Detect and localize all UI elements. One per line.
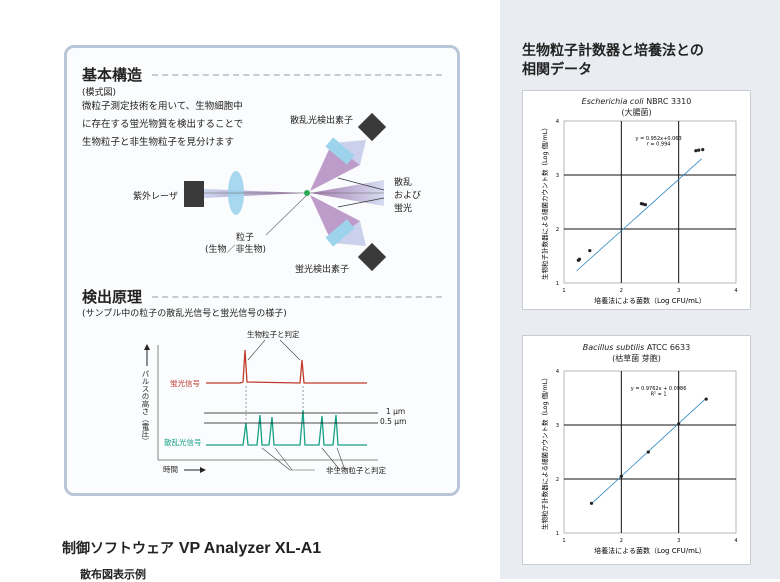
chart-title-italic: Escherichia coli [581, 97, 644, 106]
chart-subtitle: (枯草菌 芽胞) [612, 354, 661, 363]
label-particle-sub: (生物／非生物) [205, 245, 267, 255]
x-tick-label: 3 [677, 288, 680, 294]
lens [325, 219, 355, 247]
label-laser: 紫外レーザ [133, 192, 178, 202]
chart-title-rest: ATCC 6633 [644, 343, 691, 352]
x-axis-label: 時間 [163, 465, 178, 474]
right-title-line2: 相関データ [522, 62, 592, 78]
data-point [704, 397, 708, 401]
data-point [588, 249, 592, 253]
label-and: および [394, 191, 422, 201]
label-bio-judgement: 生物粒子と判定 [247, 330, 300, 339]
y-tick-label: 2 [556, 477, 559, 483]
data-point [646, 450, 650, 454]
section-title-structure: 基本構造 [82, 66, 143, 84]
section-subtitle: (模式図) [82, 88, 117, 98]
label-fluor-detector: 蛍光検出素子 [295, 265, 350, 275]
section-subtitle: (サンプル中の粒子の散乱光信号と蛍光信号の様子) [82, 309, 287, 319]
y-tick-label: 4 [556, 119, 559, 125]
x-tick-label: 1 [562, 538, 565, 544]
x-tick-label: 4 [734, 288, 737, 294]
threshold-1um-label: 1 μm [386, 407, 406, 416]
y-tick-label: 1 [556, 531, 559, 537]
x-tick-label: 1 [562, 288, 565, 294]
divider [152, 74, 442, 76]
fit-line [576, 158, 702, 272]
x-tick-label: 2 [620, 288, 623, 294]
particle-dot [304, 190, 310, 196]
plot-frame [563, 370, 737, 534]
data-point [701, 148, 705, 152]
software-subtitle: 散布図表示例 [80, 568, 146, 581]
structure-diagram [184, 112, 387, 272]
divider [152, 296, 442, 298]
data-point [643, 203, 648, 207]
y-tick-label: 4 [556, 369, 559, 375]
chart-title-rest: NBRC 3310 [643, 97, 692, 106]
label-fluor: 蛍光 [394, 204, 413, 214]
y-tick-label: 1 [556, 281, 559, 287]
data-point [589, 501, 594, 505]
body-line: 生物粒子と非生物粒子を見分けます [82, 137, 235, 148]
label-particle: 粒子 [236, 233, 255, 243]
plot-frame [563, 120, 737, 284]
fit-statistic: r = 0.994 [647, 141, 671, 147]
axes [157, 345, 378, 461]
y-axis-label: パルスの高さ（電圧） [141, 370, 150, 445]
fluor-detector [357, 242, 387, 272]
label-nonbio-judgement: 非生物粒子と判定 [326, 466, 386, 475]
x-tick-label: 3 [677, 538, 680, 544]
laser-source [184, 181, 204, 207]
data-point [677, 422, 681, 426]
fluor-signal-line [206, 349, 367, 384]
label-fluor-signal: 蛍光信号 [170, 379, 200, 388]
chart-subtitle: (大腸菌) [621, 108, 652, 117]
fit-statistic: R² = 1 [651, 391, 667, 397]
fit-equation: y = 0.952x+0.063 [636, 136, 682, 142]
signal-diagram [144, 339, 378, 473]
laser-beam [204, 189, 306, 198]
chart-title-italic: Bacillus subtilis [582, 343, 645, 352]
body-line: 微粒子測定技術を用いて、生物細胞中 [82, 101, 243, 112]
chart-card-bsubtilis: Bacillus subtilis ATCC 6633 (枯草菌 芽胞) 1 2 3… [522, 335, 751, 565]
lens [325, 137, 355, 165]
section-title-detection: 検出原理 [82, 288, 143, 306]
fit-equation: y = 0.9762x + 0.0986 [631, 386, 687, 392]
y-axis-label: 生物粒子計数器による細菌カウント数（Log 個/mL） [540, 124, 549, 280]
x-tick-label: 4 [734, 538, 737, 544]
y-tick-label: 2 [556, 227, 559, 233]
data-point [694, 149, 698, 153]
y-tick-label: 3 [556, 423, 559, 429]
label-scatter-detector: 散乱光検出素子 [290, 116, 354, 126]
data-point [619, 474, 623, 478]
scatter-detector [357, 112, 387, 142]
software-title: 制御ソフトウェア VP Analyzer XL-A1 [62, 540, 322, 557]
label-scatter-signal: 散乱光信号 [164, 438, 202, 447]
x-axis-label: 培養法による菌数（Log CFU/mL） [594, 546, 706, 555]
body-line: に存在する蛍光物質を検出することで [82, 119, 244, 130]
scatter-signal-line [206, 409, 367, 446]
y-axis-label: 生物粒子計数器による細菌カウント数（Log 個/mL） [540, 374, 549, 530]
right-title-line1: 生物粒子計数器と培養法との [522, 43, 704, 59]
data-point [697, 148, 701, 152]
chart-card-ecoli: Escherichia coli NBRC 3310 (大腸菌) 1 2 3 4 1 2 3… [522, 90, 751, 310]
principle-box [64, 45, 460, 496]
x-tick-label: 2 [620, 538, 623, 544]
x-axis-label: 培養法による菌数（Log CFU/mL） [594, 296, 706, 305]
y-tick-label: 3 [556, 173, 559, 179]
threshold-05um-label: 0.5 μm [380, 417, 407, 426]
data-point [577, 257, 582, 261]
label-scatter: 散乱 [394, 178, 413, 188]
